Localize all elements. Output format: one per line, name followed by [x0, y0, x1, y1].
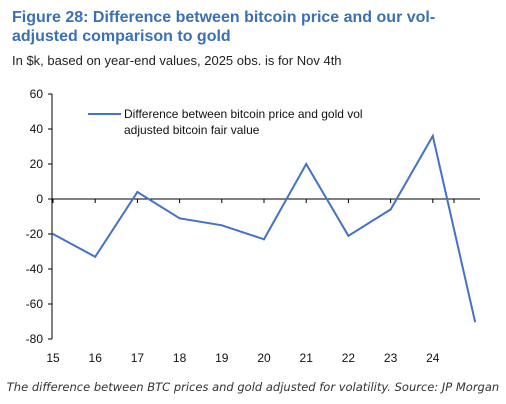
x-tick-label: 22: [342, 351, 356, 365]
x-tick-label: 19: [215, 351, 229, 365]
data-point: [94, 255, 97, 258]
data-point: [178, 217, 181, 220]
data-point: [389, 208, 392, 211]
series-layer: [52, 133, 476, 323]
legend-label-line-2: adjusted bitcoin fair value: [124, 123, 260, 137]
x-tick-label: 20: [257, 351, 271, 365]
data-point: [431, 135, 434, 137]
x-tick-label: 18: [173, 351, 187, 365]
chart-axes: [51, 94, 480, 339]
data-point: [474, 320, 476, 323]
y-tick-label: 0: [36, 192, 43, 206]
y-tick-label: -40: [26, 262, 44, 276]
x-tick-label: 15: [46, 351, 60, 365]
data-point: [136, 191, 139, 193]
chart-legend: Difference between bitcoin price and gol…: [88, 107, 363, 137]
x-tick-label: 24: [426, 351, 440, 365]
data-point: [263, 238, 265, 241]
series-line: [52, 133, 476, 322]
line-chart: 60 40 20 0 -20 -40 -60 -80 15 16 17 18 19 20 21 22 23 24…: [26, 87, 480, 365]
data-point: [347, 234, 350, 237]
x-axis-ticks: 15 16 17 18 19 20 21 22 23 24: [46, 199, 455, 365]
y-tick-label: -80: [26, 332, 44, 346]
y-axis-ticks: 60 40 20 0 -20 -40 -60 -80: [26, 87, 52, 346]
x-tick-label: 17: [131, 351, 145, 365]
x-tick-label: 16: [89, 351, 103, 365]
data-point: [305, 163, 308, 165]
figure-subtitle: In $k, based on year-end values, 2025 ob…: [12, 53, 342, 68]
y-tick-label: 40: [30, 122, 44, 136]
y-tick-label: -60: [26, 297, 44, 311]
y-tick-label: -20: [26, 227, 44, 241]
figure-caption: The difference between BTC prices and go…: [6, 380, 500, 394]
data-point: [220, 224, 223, 227]
legend-label-line-1: Difference between bitcoin price and gol…: [124, 107, 363, 121]
x-tick-label: 21: [300, 351, 314, 365]
data-point: [52, 233, 54, 235]
y-tick-label: 60: [30, 87, 44, 101]
figure-title: Figure 28: Difference between bitcoin pr…: [12, 9, 436, 45]
x-tick-label: 23: [384, 351, 398, 365]
y-tick-label: 20: [30, 157, 44, 171]
